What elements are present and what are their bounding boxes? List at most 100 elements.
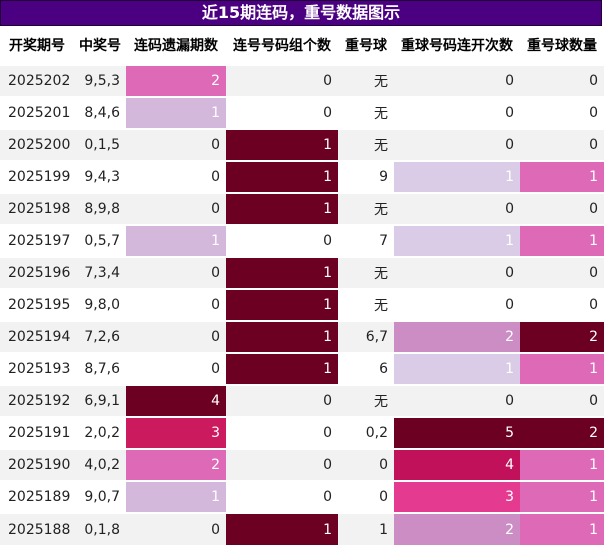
cell-omit: 2: [126, 448, 226, 481]
cell-omit: 0: [126, 256, 226, 289]
cell-repeat: 无: [338, 256, 394, 289]
cell-period: 2025202: [0, 64, 74, 97]
cell-draw: 0,1,5: [74, 128, 126, 161]
cell-groups: 0: [226, 224, 338, 257]
table-row: 2025200 0,1,5 0 1 无 0 0: [0, 128, 604, 161]
cell-groups: 0: [226, 384, 338, 417]
table-row: 2025197 0,5,7 1 0 7 1 1: [0, 224, 604, 257]
table-row: 2025190 4,0,2 2 0 0 4 1: [0, 448, 604, 481]
cell-omit: 2: [126, 64, 226, 97]
cell-period: 2025188: [0, 512, 74, 545]
cell-repeat: 无: [338, 288, 394, 321]
cell-repeat: 6,7: [338, 320, 394, 353]
cell-draw: 0,1,8: [74, 512, 126, 545]
cell-repeat: 无: [338, 64, 394, 97]
cell-draw: 9,0,7: [74, 480, 126, 513]
cell-streak: 1: [394, 160, 520, 193]
cell-count: 1: [520, 448, 604, 481]
cell-omit: 0: [126, 128, 226, 161]
cell-omit: 1: [126, 480, 226, 513]
cell-streak: 2: [394, 512, 520, 545]
header-omit: 连码遗漏期数: [126, 26, 226, 65]
cell-draw: 0,5,7: [74, 224, 126, 257]
header-streak: 重球号码连开次数: [394, 26, 520, 65]
cell-streak: 3: [394, 480, 520, 513]
cell-repeat: 0: [338, 480, 394, 513]
cell-count: 0: [520, 96, 604, 129]
table-row: 2025198 8,9,8 0 1 无 0 0: [0, 192, 604, 225]
table-row: 2025202 9,5,3 2 0 无 0 0: [0, 64, 604, 97]
cell-period: 2025194: [0, 320, 74, 353]
cell-groups: 0: [226, 416, 338, 449]
cell-groups: 1: [226, 288, 338, 321]
table-row: 2025191 2,0,2 3 0 0,2 5 2: [0, 416, 604, 449]
table-row: 2025194 7,2,6 0 1 6,7 2 2: [0, 320, 604, 353]
cell-repeat: 0: [338, 448, 394, 481]
header-draw: 中奖号: [74, 26, 126, 65]
cell-groups: 0: [226, 448, 338, 481]
cell-count: 0: [520, 128, 604, 161]
cell-groups: 1: [226, 160, 338, 193]
table-title: 近15期连码，重号数据图示: [0, 0, 602, 26]
cell-omit: 0: [126, 288, 226, 321]
cell-repeat: 无: [338, 128, 394, 161]
cell-streak: 0: [394, 96, 520, 129]
cell-groups: 0: [226, 96, 338, 129]
cell-count: 0: [520, 384, 604, 417]
cell-streak: 1: [394, 352, 520, 385]
header-count: 重号球数量: [520, 26, 604, 65]
cell-count: 1: [520, 224, 604, 257]
cell-count: 2: [520, 416, 604, 449]
cell-period: 2025197: [0, 224, 74, 257]
cell-omit: 3: [126, 416, 226, 449]
cell-draw: 6,9,1: [74, 384, 126, 417]
cell-groups: 1: [226, 128, 338, 161]
cell-omit: 0: [126, 160, 226, 193]
cell-repeat: 6: [338, 352, 394, 385]
cell-streak: 0: [394, 288, 520, 321]
cell-count: 0: [520, 192, 604, 225]
cell-omit: 0: [126, 192, 226, 225]
cell-count: 0: [520, 288, 604, 321]
table-row: 2025196 7,3,4 0 1 无 0 0: [0, 256, 604, 289]
cell-streak: 0: [394, 256, 520, 289]
cell-streak: 1: [394, 224, 520, 257]
cell-period: 2025193: [0, 352, 74, 385]
header-groups: 连号号码组个数: [226, 26, 338, 65]
cell-draw: 4,0,2: [74, 448, 126, 481]
cell-groups: 0: [226, 64, 338, 97]
cell-omit: 1: [126, 224, 226, 257]
cell-omit: 4: [126, 384, 226, 417]
table-row: 2025192 6,9,1 4 0 无 0 0: [0, 384, 604, 417]
cell-count: 0: [520, 64, 604, 97]
table-row: 2025201 8,4,6 1 0 无 0 0: [0, 96, 604, 129]
table-row: 2025199 9,4,3 0 1 9 1 1: [0, 160, 604, 193]
table-row: 2025193 8,7,6 0 1 6 1 1: [0, 352, 604, 385]
cell-period: 2025201: [0, 96, 74, 129]
cell-streak: 5: [394, 416, 520, 449]
cell-groups: 1: [226, 256, 338, 289]
cell-draw: 7,3,4: [74, 256, 126, 289]
cell-streak: 0: [394, 64, 520, 97]
cell-groups: 0: [226, 480, 338, 513]
cell-draw: 8,9,8: [74, 192, 126, 225]
cell-period: 2025191: [0, 416, 74, 449]
header-row: 开奖期号 中奖号 连码遗漏期数 连号号码组个数 重号球 重球号码连开次数 重号球…: [0, 26, 604, 65]
cell-period: 2025198: [0, 192, 74, 225]
cell-count: 1: [520, 512, 604, 545]
cell-omit: 0: [126, 512, 226, 545]
table-body: 2025202 9,5,3 2 0 无 0 0 2025201 8,4,6 1 0 无 0 0 202520…: [0, 64, 604, 545]
cell-draw: 2,0,2: [74, 416, 126, 449]
data-table: 开奖期号 中奖号 连码遗漏期数 连号号码组个数 重号球 重球号码连开次数 重号球…: [0, 26, 604, 545]
cell-repeat: 7: [338, 224, 394, 257]
cell-streak: 2: [394, 320, 520, 353]
cell-count: 0: [520, 256, 604, 289]
header-repeat: 重号球: [338, 26, 394, 65]
table-row: 2025188 0,1,8 0 1 1 2 1: [0, 512, 604, 545]
cell-period: 2025192: [0, 384, 74, 417]
cell-count: 1: [520, 480, 604, 513]
cell-period: 2025190: [0, 448, 74, 481]
cell-omit: 0: [126, 320, 226, 353]
cell-draw: 9,4,3: [74, 160, 126, 193]
cell-count: 2: [520, 320, 604, 353]
